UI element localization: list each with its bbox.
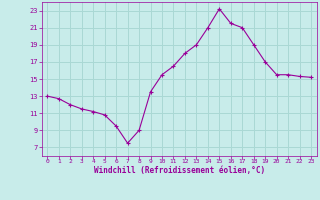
X-axis label: Windchill (Refroidissement éolien,°C): Windchill (Refroidissement éolien,°C) <box>94 166 265 175</box>
